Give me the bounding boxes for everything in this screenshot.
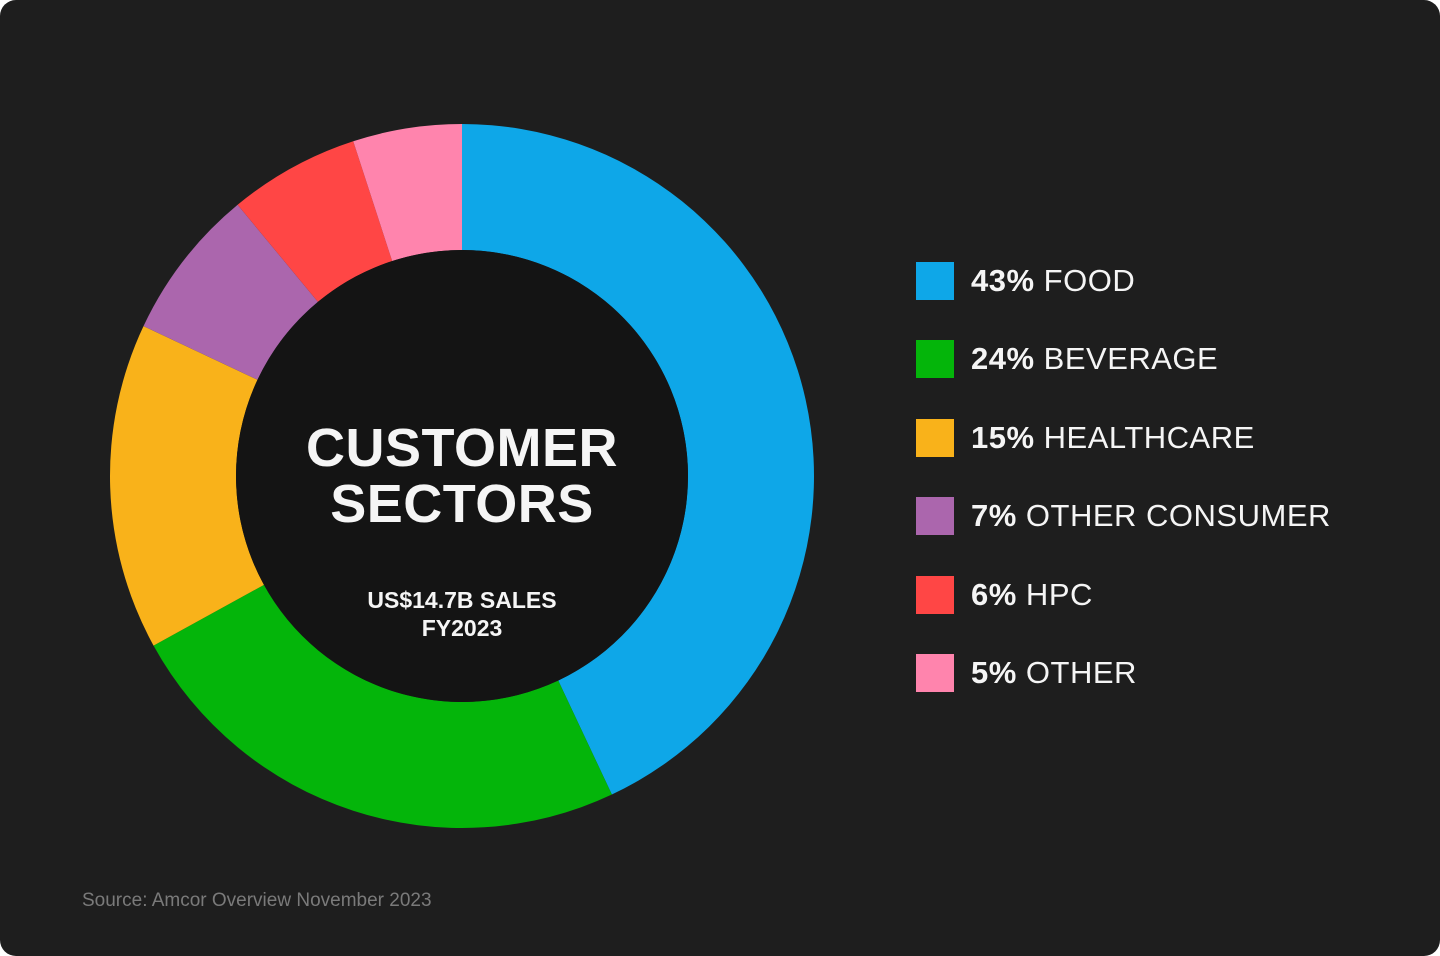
legend-label: 24% BEVERAGE: [971, 341, 1218, 377]
legend-item: 7% OTHER CONSUMER: [916, 497, 1331, 536]
legend-percent: 7%: [971, 498, 1017, 534]
legend-swatch: [916, 575, 954, 614]
chart-subtitle-line-2: FY2023: [421, 615, 503, 641]
legend-swatch: [916, 497, 954, 536]
legend-swatch: [916, 340, 954, 379]
chart-title: CUSTOMER SECTORS: [262, 420, 662, 532]
legend-category: HEALTHCARE: [1034, 419, 1255, 455]
legend-category: OTHER CONSUMER: [1016, 498, 1331, 534]
donut-slice-hpc: [237, 141, 393, 302]
legend: 43% FOOD 24% BEVERAGE 15% HEALTHCARE 7% OTH…: [916, 262, 1331, 732]
legend-item: 43% FOOD: [916, 262, 1331, 300]
legend-swatch: [916, 418, 954, 457]
legend-category: HPC: [1016, 576, 1093, 612]
donut-hole: [236, 250, 688, 702]
legend-percent: 5%: [971, 654, 1017, 690]
source-note: Source: Amcor Overview November 2023: [82, 890, 432, 911]
legend-percent: 43%: [971, 263, 1035, 298]
donut-slice-healthcare: [110, 326, 264, 646]
legend-label: 6% HPC: [971, 577, 1093, 613]
donut-slice-other-consumer: [143, 204, 318, 380]
legend-label: 15% HEALTHCARE: [971, 420, 1255, 456]
legend-label: 43% FOOD: [971, 263, 1135, 299]
donut-slice-other: [353, 124, 462, 262]
legend-label: 7% OTHER CONSUMER: [971, 498, 1331, 534]
chart-title-line-1: CUSTOMER: [305, 418, 619, 478]
legend-item: 15% HEALTHCARE: [916, 418, 1331, 457]
legend-label: 5% OTHER: [971, 655, 1137, 691]
donut-slice-beverage: [153, 584, 612, 828]
legend-category: BEVERAGE: [1034, 341, 1219, 377]
legend-percent: 15%: [971, 419, 1035, 455]
chart-subtitle-line-1: US$14.7B SALES: [367, 587, 557, 613]
legend-swatch: [916, 262, 954, 300]
legend-category: OTHER: [1016, 654, 1137, 690]
legend-category: FOOD: [1034, 263, 1136, 298]
legend-percent: 6%: [971, 576, 1017, 612]
chart-title-line-2: SECTORS: [330, 474, 594, 534]
chart-subtitle: US$14.7B SALES FY2023: [262, 586, 662, 642]
legend-item: 24% BEVERAGE: [916, 340, 1331, 379]
legend-item: 5% OTHER: [916, 653, 1331, 692]
legend-item: 6% HPC: [916, 575, 1331, 614]
legend-swatch: [916, 653, 954, 692]
donut-slice-food: [462, 124, 814, 795]
legend-percent: 24%: [971, 341, 1035, 377]
